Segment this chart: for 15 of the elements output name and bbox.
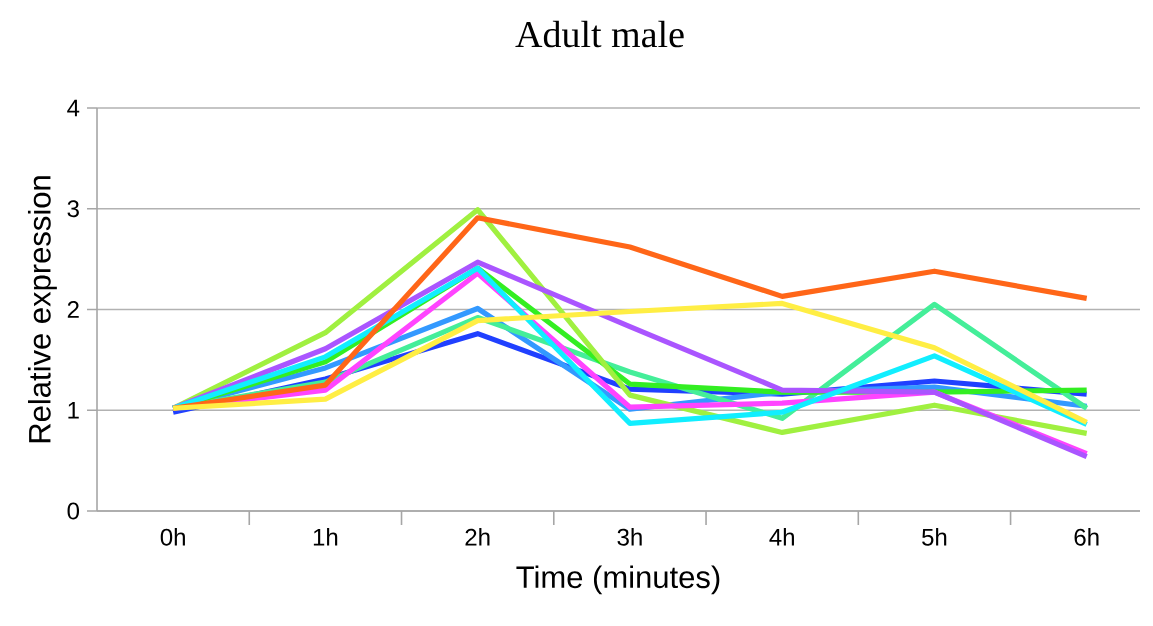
y-tick-label: 4 [67,99,80,117]
chart-title: Adult male [515,20,684,48]
x-tick-label: 0h [160,528,185,546]
y-tick-label: 3 [67,200,79,218]
x-tick-label: 5h [922,528,947,546]
y-tick-label: 1 [68,402,79,419]
y-tick-label: 0 [67,502,80,520]
x-tick-label: 2h [465,528,490,546]
x-tick-label: 4h [769,528,794,546]
x-tick-label: 3h [617,528,642,546]
x-axis-title: Time (minutes) [516,565,720,595]
y-tick-label: 2 [67,301,79,318]
x-tick-label: 6h [1074,528,1099,546]
x-tick-label: 1h [313,528,338,546]
y-axis-title: Relative expression [27,176,57,443]
